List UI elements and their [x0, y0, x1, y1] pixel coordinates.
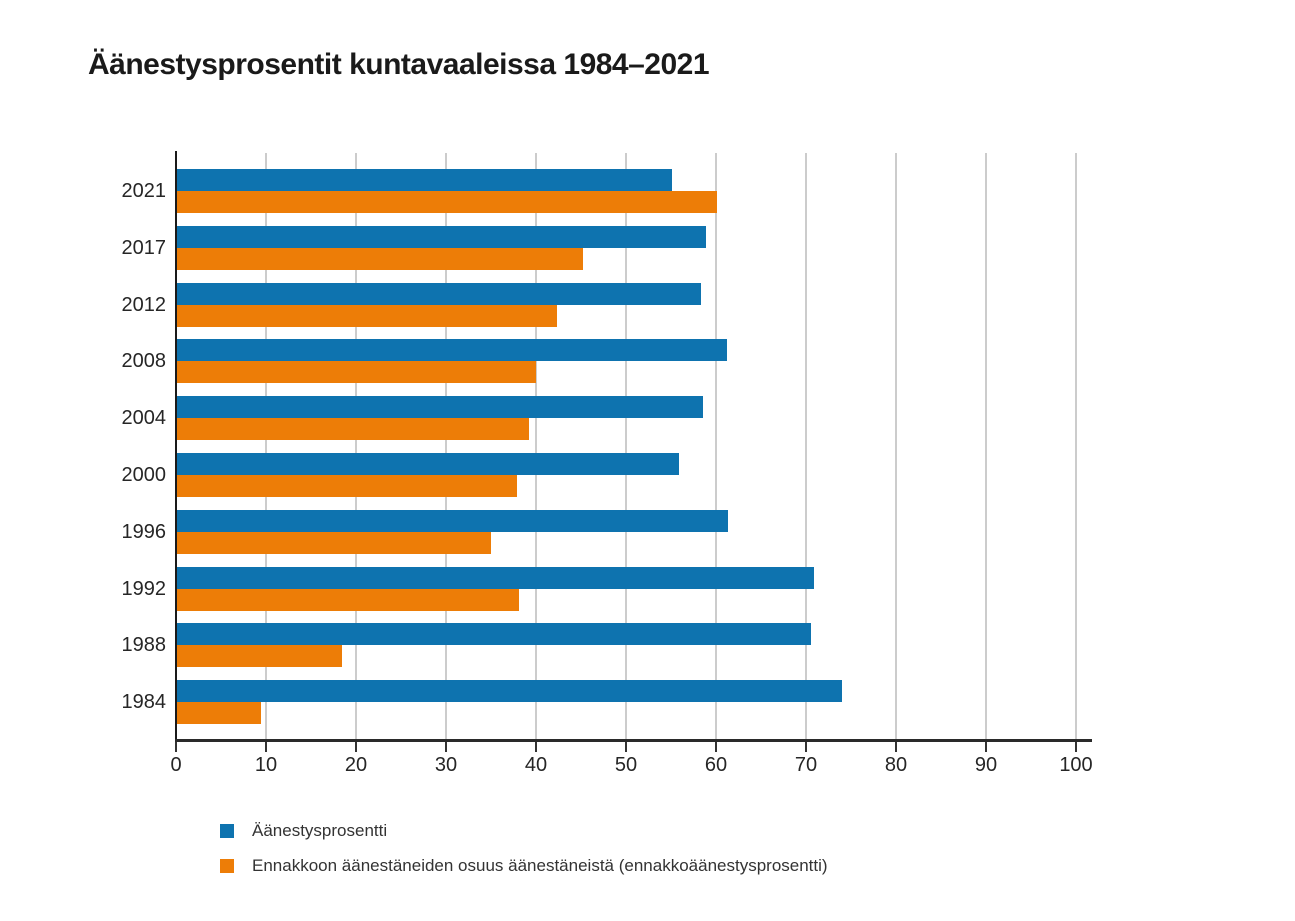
y-axis-line	[175, 151, 177, 741]
bar-blue-2021	[176, 169, 672, 191]
bar-orange-1996	[176, 531, 491, 554]
x-axis-tick-100	[1075, 742, 1077, 752]
x-axis-tick-label-60: 60	[704, 754, 728, 776]
legend-swatch-blue-icon	[220, 824, 234, 838]
x-axis-tick-80	[895, 742, 897, 752]
gridline-70	[805, 153, 807, 739]
y-axis-label-1984: 1984	[121, 691, 167, 714]
y-axis-label-1988: 1988	[121, 634, 167, 657]
legend: Äänestysprosentti Ennakkoon äänestäneide…	[220, 821, 828, 892]
y-axis-label-2017: 2017	[121, 236, 167, 259]
gridline-40	[535, 153, 537, 739]
x-axis-tick-label-40: 40	[524, 754, 548, 776]
gridline-80	[895, 153, 897, 739]
x-axis-tick-label-0: 0	[170, 754, 182, 776]
x-axis-line	[175, 739, 1092, 742]
plot-area	[176, 153, 1078, 739]
bar-orange-2000	[176, 475, 518, 497]
x-axis-tick-90	[985, 742, 987, 752]
gridline-60	[715, 153, 717, 739]
x-axis-tick-label-100: 100	[1059, 754, 1093, 776]
bar-blue-2008	[176, 339, 727, 362]
bar-blue-1988	[176, 623, 811, 646]
x-axis-tick-label-90: 90	[974, 754, 998, 776]
bar-orange-2021	[176, 191, 717, 213]
x-axis-tick-label-30: 30	[434, 754, 458, 776]
y-axis-label-2000: 2000	[121, 464, 167, 486]
x-axis-tick-label-50: 50	[614, 754, 638, 776]
bar-blue-2012	[176, 282, 701, 305]
legend-item-ennakkoaanestysprosentti: Ennakkoon äänestäneiden osuus äänestänei…	[220, 856, 828, 875]
x-axis-tick-label-70: 70	[794, 754, 818, 776]
y-axis-label-2004: 2004	[121, 407, 167, 430]
bar-orange-2017	[176, 247, 583, 270]
bar-orange-1984	[176, 702, 261, 725]
gridline-90	[985, 153, 987, 739]
bar-blue-2000	[176, 453, 680, 475]
bar-blue-2004	[176, 396, 704, 419]
x-axis-tick-label-10: 10	[254, 754, 278, 776]
x-axis-tick-40	[535, 742, 537, 752]
x-axis-tick-label-20: 20	[344, 754, 368, 776]
bar-orange-2004	[176, 418, 529, 441]
legend-item-aanestysprosentti: Äänestysprosentti	[220, 821, 828, 840]
x-axis-tick-label-80: 80	[884, 754, 908, 776]
gridline-10	[265, 153, 267, 739]
bar-orange-1988	[176, 645, 342, 668]
legend-swatch-orange-icon	[220, 859, 234, 873]
y-axis-label-1996: 1996	[121, 520, 167, 543]
y-axis-label-2021: 2021	[121, 180, 167, 202]
x-axis-tick-30	[445, 742, 447, 752]
x-axis-tick-70	[805, 742, 807, 752]
legend-label: Ennakkoon äänestäneiden osuus äänestänei…	[252, 856, 828, 875]
x-axis-tick-50	[625, 742, 627, 752]
bar-orange-2008	[176, 361, 536, 384]
bar-orange-2012	[176, 304, 557, 327]
bar-blue-1984	[176, 680, 842, 703]
chart-title: Äänestysprosentit kuntavaaleissa 1984–20…	[88, 48, 710, 81]
x-axis-tick-0	[175, 742, 177, 752]
gridline-100	[1075, 153, 1077, 739]
gridline-50	[625, 153, 627, 739]
y-axis-label-2008: 2008	[121, 350, 167, 373]
bar-orange-1992	[176, 588, 519, 611]
x-axis-tick-10	[265, 742, 267, 752]
legend-label: Äänestysprosentti	[252, 821, 388, 840]
x-axis-tick-20	[355, 742, 357, 752]
bar-blue-2017	[176, 225, 707, 248]
x-axis-tick-60	[715, 742, 717, 752]
gridline-30	[445, 153, 447, 739]
y-axis-label-2012: 2012	[121, 293, 167, 316]
gridline-20	[355, 153, 357, 739]
bar-blue-1992	[176, 566, 815, 589]
y-axis-label-1992: 1992	[121, 577, 167, 600]
bar-blue-1996	[176, 509, 728, 532]
